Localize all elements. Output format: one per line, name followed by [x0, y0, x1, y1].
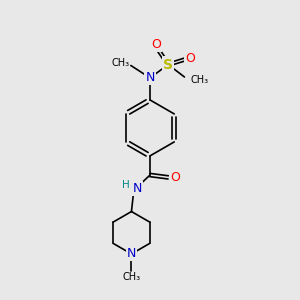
Text: S: S	[163, 58, 173, 72]
Text: O: O	[151, 38, 161, 51]
Text: CH₃: CH₃	[111, 58, 129, 68]
Text: O: O	[185, 52, 195, 65]
Text: N: N	[127, 248, 136, 260]
Text: CH₃: CH₃	[122, 272, 140, 283]
Text: N: N	[145, 71, 155, 84]
Text: O: O	[170, 171, 180, 184]
Text: N: N	[133, 182, 142, 195]
Text: H: H	[122, 180, 129, 190]
Text: CH₃: CH₃	[190, 75, 208, 85]
